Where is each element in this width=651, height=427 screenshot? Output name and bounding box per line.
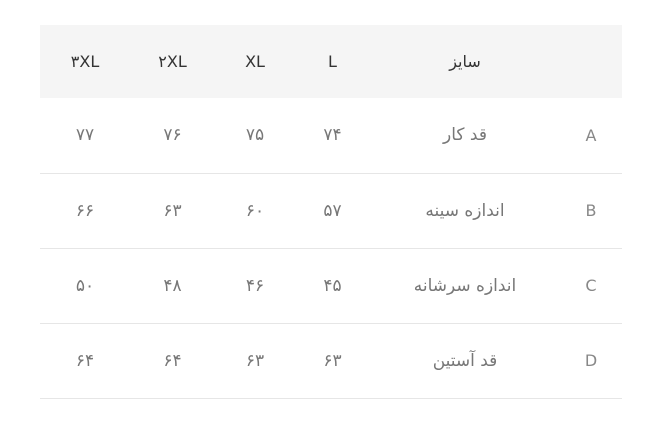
- size-value-cell: ۶۴: [75, 350, 95, 371]
- row-key: A: [585, 125, 597, 145]
- size-value-cell: ۶۶: [75, 200, 95, 221]
- header-2xl: ۲XL: [158, 52, 187, 71]
- header-size: سایز: [449, 52, 481, 71]
- size-value-cell: ۷۵: [245, 125, 265, 146]
- size-value-cell: ۴۸: [163, 275, 182, 296]
- table-row: D قد آستین ۶۳ ۶۳ ۶۴ ۶۴: [40, 323, 622, 398]
- row-label: قد کار: [443, 125, 487, 146]
- table-row: B اندازه سینه ۵۷ ۶۰ ۶۳ ۶۶: [40, 173, 622, 248]
- header-l: L: [328, 52, 337, 71]
- size-value-cell: ۷۴: [323, 125, 342, 146]
- size-value-cell: ۷۷: [75, 125, 95, 146]
- size-value-cell: ۴۶: [245, 275, 265, 296]
- row-key: D: [584, 351, 598, 370]
- size-value-cell: ۶۳: [163, 200, 182, 221]
- size-value-cell: ۴۵: [323, 275, 342, 296]
- header-key: [560, 25, 622, 98]
- header-3xl: ۳XL: [70, 52, 100, 71]
- size-value-cell: ۶۴: [163, 350, 182, 371]
- table-row: A قد کار ۷۴ ۷۵ ۷۶ ۷۷: [40, 98, 622, 173]
- row-key: B: [585, 201, 597, 220]
- row-label: اندازه سرشانه: [413, 275, 517, 296]
- row-key: C: [585, 276, 597, 295]
- size-value-cell: ۶۰: [245, 200, 265, 221]
- size-value-cell: ۶۳: [245, 350, 265, 371]
- size-value-cell: ۷۶: [163, 125, 182, 146]
- row-label: اندازه سینه: [425, 200, 505, 221]
- size-value-cell: ۵۰: [75, 275, 95, 296]
- size-value-cell: ۶۳: [323, 350, 342, 371]
- header-xl: XL: [245, 52, 265, 71]
- size-value-cell: ۵۷: [323, 200, 342, 221]
- size-chart-table: سایز L XL ۲XL ۳XL A قد کار ۷۴ ۷۵ ۷۶ ۷۷ B اندازه…: [40, 25, 622, 399]
- table-row: C اندازه سرشانه ۴۵ ۴۶ ۴۸ ۵۰: [40, 248, 622, 323]
- table-header-row: سایز L XL ۲XL ۳XL: [40, 25, 622, 98]
- row-label: قد آستین: [432, 350, 498, 371]
